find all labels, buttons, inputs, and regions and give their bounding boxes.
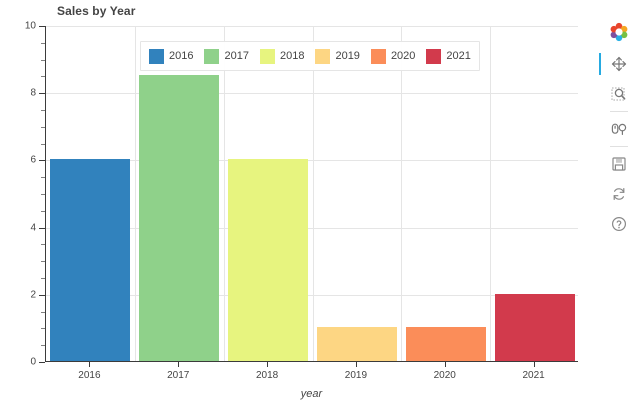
legend-item-2018[interactable]: 2018 <box>259 48 305 64</box>
save-tool[interactable] <box>604 149 634 179</box>
toolbar-divider <box>610 111 628 112</box>
y-tick-major <box>39 160 45 162</box>
y-tick-label: 8 <box>30 87 36 99</box>
bar-2021[interactable] <box>494 293 575 361</box>
y-tick-minor <box>41 311 45 313</box>
grid-line-vertical <box>313 26 314 361</box>
plot-frame[interactable] <box>45 26 578 362</box>
x-tick <box>444 362 446 367</box>
box-zoom-tool[interactable] <box>604 79 634 109</box>
wheel-zoom-tool[interactable] <box>604 114 634 144</box>
bokeh-logo-icon[interactable] <box>609 22 629 42</box>
legend[interactable]: 2016 2017 2018 2019 2020 2021 <box>140 41 480 71</box>
y-tick-minor <box>41 261 45 263</box>
grid-line-horizontal <box>46 294 578 296</box>
reset-tool[interactable] <box>604 179 634 209</box>
legend-item-2019[interactable]: 2019 <box>315 48 360 64</box>
grid-line-horizontal <box>46 160 578 162</box>
bar-2020[interactable] <box>405 327 486 361</box>
y-tick-minor <box>41 210 45 212</box>
x-tick-label: 2017 <box>167 370 190 381</box>
y-tick-minor <box>41 42 45 44</box>
bar-2017[interactable] <box>139 75 220 361</box>
y-tick-minor <box>41 177 45 179</box>
legend-item-2021[interactable]: 2021 <box>426 48 471 64</box>
grid-line-horizontal <box>46 93 578 95</box>
x-tick <box>89 362 91 367</box>
y-tick-major <box>39 93 45 95</box>
y-tick-label: 0 <box>30 356 36 368</box>
y-tick-major <box>39 26 45 27</box>
legend-swatch-icon <box>259 48 275 64</box>
y-tick-label: 2 <box>30 289 36 301</box>
y-tick-minor <box>41 194 45 195</box>
grid-line-vertical <box>490 26 491 361</box>
legend-label: 2021 <box>446 50 471 62</box>
y-tick-minor <box>41 278 45 279</box>
legend-swatch-icon <box>426 48 442 64</box>
legend-label: 2020 <box>390 50 416 62</box>
x-tick-label: 2016 <box>78 370 101 381</box>
pan-tool[interactable] <box>599 49 634 79</box>
y-tick-major <box>39 227 45 229</box>
y-tick-minor <box>41 345 45 347</box>
x-tick-label: 2021 <box>522 370 545 381</box>
x-axis-label: year <box>300 388 323 400</box>
y-tick-minor <box>41 110 45 111</box>
legend-label: 2016 <box>169 50 194 62</box>
y-tick-label: 4 <box>30 222 36 234</box>
x-tick-label: 2018 <box>255 370 279 381</box>
grid-line-vertical <box>224 26 225 361</box>
y-tick-label: 6 <box>30 154 36 166</box>
x-tick <box>178 362 180 367</box>
grid-line-horizontal <box>46 26 578 27</box>
y-tick-label: 10 <box>24 20 36 32</box>
legend-swatch-icon <box>370 48 386 64</box>
y-tick-minor <box>41 76 45 78</box>
y-tick-major <box>39 294 45 296</box>
toolbar-divider <box>610 146 628 147</box>
legend-item-2020[interactable]: 2020 <box>370 48 416 64</box>
y-tick-major <box>39 362 45 363</box>
grid-line-horizontal <box>46 227 578 229</box>
x-tick <box>355 362 357 367</box>
help-tool[interactable] <box>604 209 634 239</box>
plot-toolbar[interactable] <box>599 22 636 239</box>
y-tick-minor <box>41 143 45 145</box>
legend-item-2016[interactable]: 2016 <box>149 48 194 64</box>
grid-line-vertical <box>135 26 136 361</box>
legend-label: 2019 <box>335 50 360 62</box>
x-tick-label: 2020 <box>433 370 456 381</box>
y-tick-minor <box>41 328 45 330</box>
bar-2019[interactable] <box>316 327 397 361</box>
bar-2016[interactable] <box>50 159 131 361</box>
bar-series <box>46 26 578 361</box>
x-tick <box>533 362 535 367</box>
x-axis: year 2016 2017 2018 2019 2020 2021 <box>45 362 578 412</box>
legend-swatch-icon <box>204 48 220 64</box>
y-tick-minor <box>41 126 45 128</box>
page-title: Sales by Year <box>57 4 136 18</box>
legend-label: 2017 <box>224 50 249 62</box>
bar-2018[interactable] <box>228 159 309 361</box>
legend-swatch-icon <box>149 48 164 64</box>
legend-item-2017[interactable]: 2017 <box>204 48 249 64</box>
x-tick-label: 2019 <box>344 370 368 381</box>
legend-label: 2018 <box>279 50 305 62</box>
x-tick <box>267 362 269 367</box>
legend-swatch-icon <box>315 48 331 64</box>
grid-line-vertical <box>401 26 402 361</box>
y-tick-minor <box>41 244 45 246</box>
y-tick-minor <box>41 59 45 61</box>
